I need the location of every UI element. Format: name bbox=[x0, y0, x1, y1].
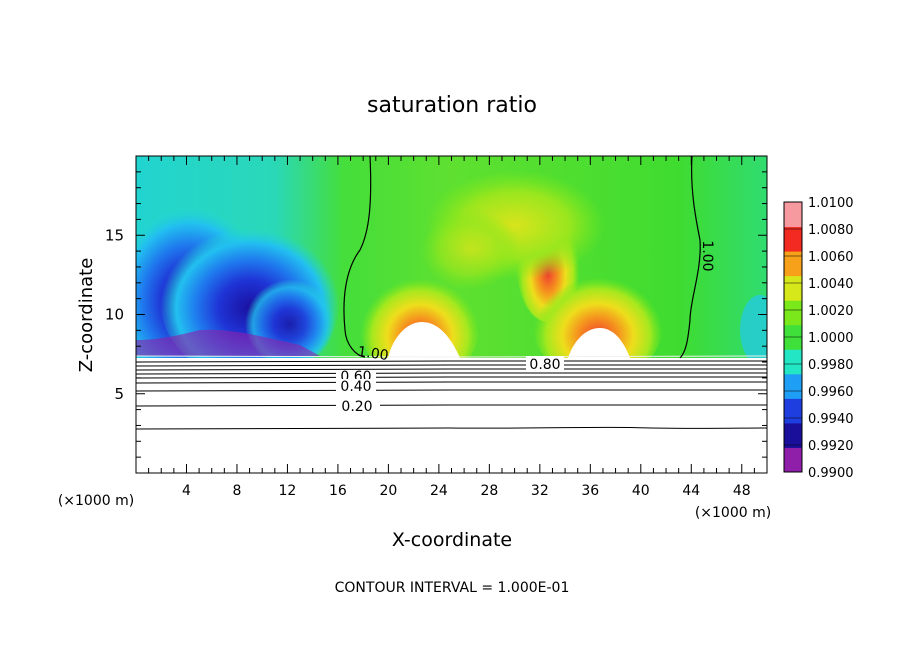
x-unit-label-left: (×1000 m) bbox=[58, 493, 134, 509]
colorbar-label: 0.9960 bbox=[808, 385, 854, 400]
colorbar-swatch bbox=[784, 202, 802, 228]
x-axis-label: X-coordinate bbox=[392, 529, 512, 551]
colorbar-swatch bbox=[784, 422, 802, 448]
chart-title: saturation ratio bbox=[367, 93, 537, 118]
x-tick-label: 8 bbox=[232, 483, 241, 499]
colorbar-swatch bbox=[784, 226, 802, 252]
colorbar-label: 0.9980 bbox=[808, 358, 854, 373]
field bbox=[136, 156, 767, 473]
colorbar-swatch bbox=[784, 373, 802, 399]
colorbar-label: 0.9900 bbox=[808, 466, 854, 481]
y-tick-label: 5 bbox=[114, 385, 124, 403]
x-tick-label: 28 bbox=[480, 483, 498, 499]
contour-label: 1.00 bbox=[356, 344, 389, 364]
y-axis: 5 10 15 bbox=[105, 171, 767, 458]
colorbar-label: 1.0080 bbox=[808, 223, 854, 238]
x-tick-label: 4 bbox=[182, 483, 191, 499]
y-tick-label: 10 bbox=[105, 306, 124, 324]
colorbar-swatch bbox=[784, 398, 802, 424]
x-unit-label-right: (×1000 m) bbox=[695, 505, 771, 521]
contour-label: 0.40 bbox=[340, 379, 371, 395]
x-tick-label: 20 bbox=[379, 483, 397, 499]
contour-label: 1.00 bbox=[699, 240, 715, 271]
colorbar-label: 1.0040 bbox=[808, 277, 854, 292]
contour-interval-note: CONTOUR INTERVAL = 1.000E-01 bbox=[335, 580, 570, 596]
colorbar: 0.9900 0.9920 0.9940 0.9960 0.9980 1.0000 1.00… bbox=[783, 196, 854, 481]
x-tick-label: 16 bbox=[329, 483, 347, 499]
x-axis: 4 8 12 16 20 24 28 32 36 40 44 48 bbox=[148, 156, 755, 499]
contour-label: 0.20 bbox=[341, 399, 372, 415]
colorbar-swatch bbox=[784, 275, 802, 301]
colorbar-label: 1.0000 bbox=[808, 331, 854, 346]
y-tick-label: 15 bbox=[105, 226, 124, 244]
colorbar-swatch bbox=[784, 251, 802, 277]
y-axis-label: Z-coordinate bbox=[76, 258, 97, 373]
x-tick-label: 12 bbox=[279, 483, 297, 499]
colorbar-label: 0.9920 bbox=[808, 439, 854, 454]
x-tick-label: 24 bbox=[430, 483, 448, 499]
colorbar-label: 1.0060 bbox=[808, 250, 854, 265]
contour-label: 0.80 bbox=[529, 357, 560, 373]
x-tick-label: 44 bbox=[682, 483, 700, 499]
colorbar-swatch bbox=[784, 300, 802, 326]
colorbar-swatch bbox=[784, 349, 802, 375]
colorbar-label: 1.0100 bbox=[808, 196, 854, 211]
colorbar-label: 0.9940 bbox=[808, 412, 854, 427]
colorbar-swatch bbox=[784, 447, 802, 473]
contour-labels: 1.00 1.00 0.80 0.60 0.40 0.20 bbox=[336, 240, 715, 415]
x-tick-label: 36 bbox=[581, 483, 599, 499]
x-tick-label: 32 bbox=[531, 483, 549, 499]
x-tick-label: 48 bbox=[733, 483, 751, 499]
x-tick-label: 40 bbox=[632, 483, 650, 499]
colorbar-label: 1.0020 bbox=[808, 304, 854, 319]
